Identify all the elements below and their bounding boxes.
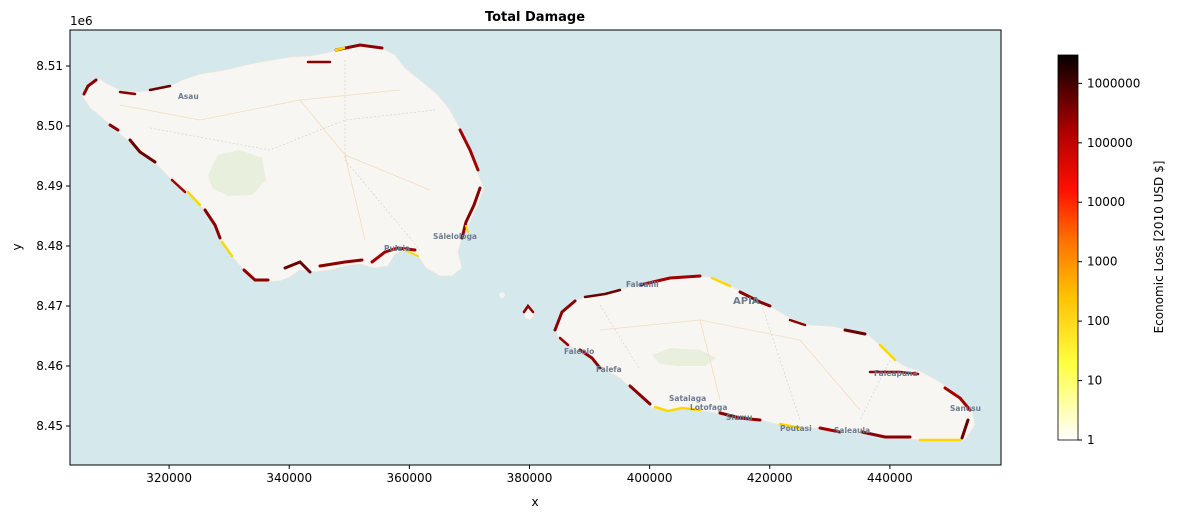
place-label: APIA — [733, 296, 760, 307]
y-tick-label: 8.48 — [36, 239, 63, 253]
place-label: Poutasi — [780, 424, 812, 433]
x-tick-label: 320000 — [146, 471, 192, 485]
y-tick-label: 8.45 — [36, 419, 63, 433]
axes-frame — [69, 29, 1002, 466]
y-tick-label: 8.49 — [36, 179, 63, 193]
colorbar-tick-label: 1 — [1087, 433, 1095, 447]
place-label: Faleolo — [564, 347, 594, 356]
colorbar-tick-label: 100 — [1087, 314, 1110, 328]
y-axis-ticks: 8.45 8.46 8.47 8.48 8.49 8.50 8.51 — [36, 59, 70, 433]
x-axis-ticks: 320000 340000 360000 380000 400000 420000 4400… — [146, 465, 913, 485]
chart-title: Total Damage — [485, 10, 585, 25]
x-tick-label: 440000 — [867, 471, 913, 485]
colorbar-tick-label: 10 — [1087, 374, 1102, 388]
colorbar-tick-label: 10000 — [1087, 195, 1125, 209]
colorbar-tick-label: 1000 — [1087, 255, 1118, 269]
place-label: Siumu — [726, 413, 752, 422]
place-label: Lotofaga — [690, 403, 727, 412]
place-label: Falefa — [596, 365, 622, 374]
vegetation-upolu — [652, 348, 716, 366]
y-axis-label: y — [10, 243, 24, 250]
place-label: Asau — [178, 92, 199, 101]
damage-upolu — [522, 274, 972, 442]
boundaries — [149, 60, 891, 421]
y-tick-label: 8.50 — [36, 119, 63, 133]
x-tick-label: 400000 — [627, 471, 673, 485]
islet-apolima — [499, 292, 505, 298]
y-tick-label: 8.51 — [36, 59, 63, 73]
roads — [119, 89, 861, 411]
x-tick-label: 340000 — [266, 471, 312, 485]
y-tick-label: 8.46 — [36, 359, 63, 373]
place-label: Saleaula — [834, 426, 870, 435]
place-label: Sālelologa — [433, 232, 477, 241]
place-labels: Asau Sālelologa Puleia Falealili APIA Fa… — [178, 92, 981, 435]
y-offset-label: 1e6 — [70, 14, 93, 28]
x-tick-label: 420000 — [747, 471, 793, 485]
y-tick-label: 8.47 — [36, 299, 63, 313]
place-label: Puleia — [384, 244, 410, 253]
colorbar-tick-label: 1000000 — [1087, 76, 1140, 90]
colorbar: 1 10 100 1000 10000 100000 1000000 Economic Lo… — [1057, 54, 1166, 447]
colorbar-ticks: 1 10 100 1000 10000 100000 1000000 — [1078, 76, 1140, 447]
vegetation-savaii — [208, 150, 266, 196]
x-axis-label: x — [531, 495, 538, 509]
colorbar-tick-label: 100000 — [1087, 136, 1133, 150]
colorbar-label: Economic Loss [2010 USD $] — [1152, 161, 1166, 334]
place-label: Falealili — [626, 280, 659, 289]
place-label: Faleapuna — [874, 369, 918, 378]
colorbar-gradient — [1057, 54, 1079, 441]
x-tick-label: 380000 — [507, 471, 553, 485]
place-label: Satalaga — [669, 394, 706, 403]
place-label: Sanusu — [950, 404, 981, 413]
x-tick-label: 360000 — [386, 471, 432, 485]
damage-savaii — [82, 43, 482, 282]
map-area: Asau Sālelologa Puleia Falealili APIA Fa… — [70, 30, 1001, 465]
